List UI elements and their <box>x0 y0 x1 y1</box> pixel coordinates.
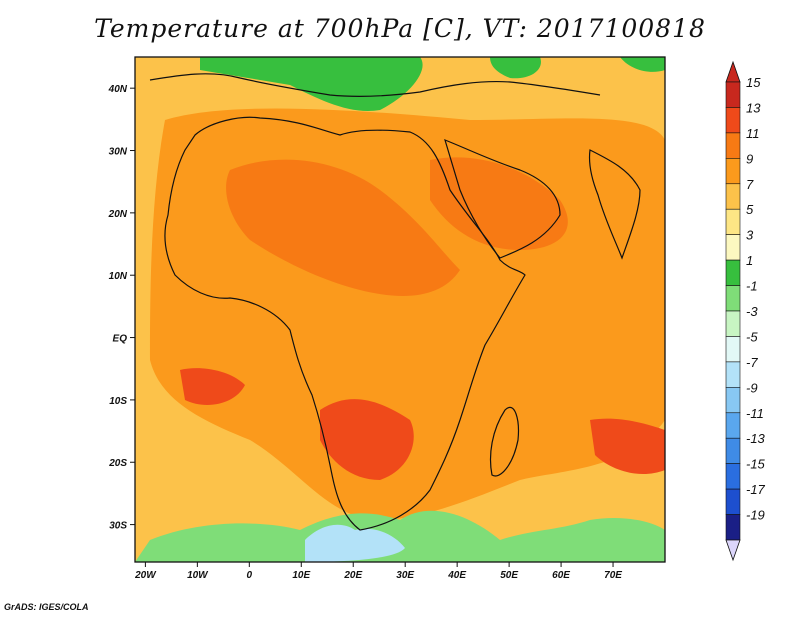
lon-tick-label: 50E <box>500 570 518 581</box>
lat-tick-label: 20S <box>108 458 127 469</box>
colorbar-swatch <box>725 336 741 363</box>
lat-tick-label: 30S <box>109 521 127 532</box>
lat-tick-label: 40N <box>108 84 128 95</box>
map-title: Temperature at 700hPa [C], VT: 201710081… <box>94 14 706 43</box>
latitude-axis: 40N 30N 20N 10N EQ 10S 20S 30S <box>108 84 135 532</box>
lon-tick-label: 60E <box>552 570 570 581</box>
lon-tick-label: 20E <box>343 570 362 581</box>
arabia-outline <box>444 138 561 259</box>
colorbar-swatch <box>725 132 741 159</box>
lon-tick-label: 0 <box>247 570 253 581</box>
colorbar-swatch <box>725 234 741 261</box>
colorbar-bottom-arrow <box>725 539 741 562</box>
lat-tick-label: 10S <box>109 396 127 407</box>
colorbar-label: 15 <box>746 75 761 90</box>
lon-tick-label: 10E <box>292 570 310 581</box>
colorbar-label: 5 <box>746 202 754 217</box>
colorbar-swatch <box>725 412 741 439</box>
colorbar: 15 13 11 9 7 5 3 1 -1 -3 -5 -7 -9 -11 -13 -15 -17 -19 <box>725 60 766 562</box>
credit-label: GrADS: IGES/COLA <box>4 602 89 612</box>
africa-coastline <box>164 116 526 531</box>
map-frame <box>134 56 666 563</box>
field-southern-hot <box>180 368 665 480</box>
colorbar-swatch <box>725 183 741 210</box>
colorbar-swatch <box>725 488 741 515</box>
temperature-field <box>135 57 665 562</box>
europe-coastline <box>149 73 601 98</box>
field-southern-ocean-cool <box>135 510 665 562</box>
colorbar-swatch <box>725 310 741 337</box>
lon-tick-label: 40E <box>447 570 466 581</box>
colorbar-swatch <box>725 514 741 541</box>
colorbar-label: -11 <box>746 406 764 421</box>
lat-tick-label: EQ <box>113 334 128 345</box>
lat-tick-label: 10N <box>109 271 128 282</box>
field-mediterranean-cool <box>200 57 665 111</box>
colorbar-label: -19 <box>746 508 765 523</box>
colorbar-label: 1 <box>746 253 753 268</box>
lon-tick-label: 70E <box>604 570 622 581</box>
colorbar-swatch <box>725 259 741 286</box>
colorbar-label: -1 <box>746 279 758 294</box>
india-outline <box>588 149 641 260</box>
madagascar-outline <box>489 406 520 477</box>
colorbar-swatch <box>725 437 741 464</box>
lat-tick-label: 30N <box>109 147 128 158</box>
colorbar-swatch <box>725 285 741 312</box>
colorbar-top-arrow <box>725 60 741 83</box>
colorbar-swatch <box>725 107 741 134</box>
lat-tick-label: 20N <box>108 209 128 220</box>
colorbar-label: 11 <box>746 126 760 141</box>
lon-tick-label: 10W <box>187 570 209 581</box>
colorbar-swatch <box>725 387 741 414</box>
colorbar-swatch <box>725 361 741 388</box>
field-sahara-hot <box>226 157 568 296</box>
colorbar-label: -9 <box>746 380 758 395</box>
colorbar-label: 3 <box>746 228 754 243</box>
colorbar-label: -15 <box>746 457 766 472</box>
colorbar-label: -5 <box>746 329 758 344</box>
colorbar-swatch <box>725 208 741 235</box>
colorbar-label: 7 <box>746 177 754 192</box>
colorbar-label: 9 <box>746 151 753 166</box>
lon-tick-label: 20W <box>134 570 157 581</box>
colorbar-swatch <box>725 463 741 490</box>
colorbar-label: 13 <box>746 100 761 115</box>
colorbar-label: -3 <box>746 304 758 319</box>
colorbar-label: -17 <box>746 482 766 497</box>
colorbar-label: -7 <box>746 355 758 370</box>
colorbar-label: -13 <box>746 431 766 446</box>
lon-tick-label: 30E <box>396 570 414 581</box>
longitude-axis: 20W 10W 0 10E 20E 30E 40E 50E 60E 70E <box>134 562 622 581</box>
colorbar-swatch <box>725 158 741 185</box>
field-southern-ocean-cold <box>305 524 405 562</box>
colorbar-swatch <box>725 81 741 108</box>
